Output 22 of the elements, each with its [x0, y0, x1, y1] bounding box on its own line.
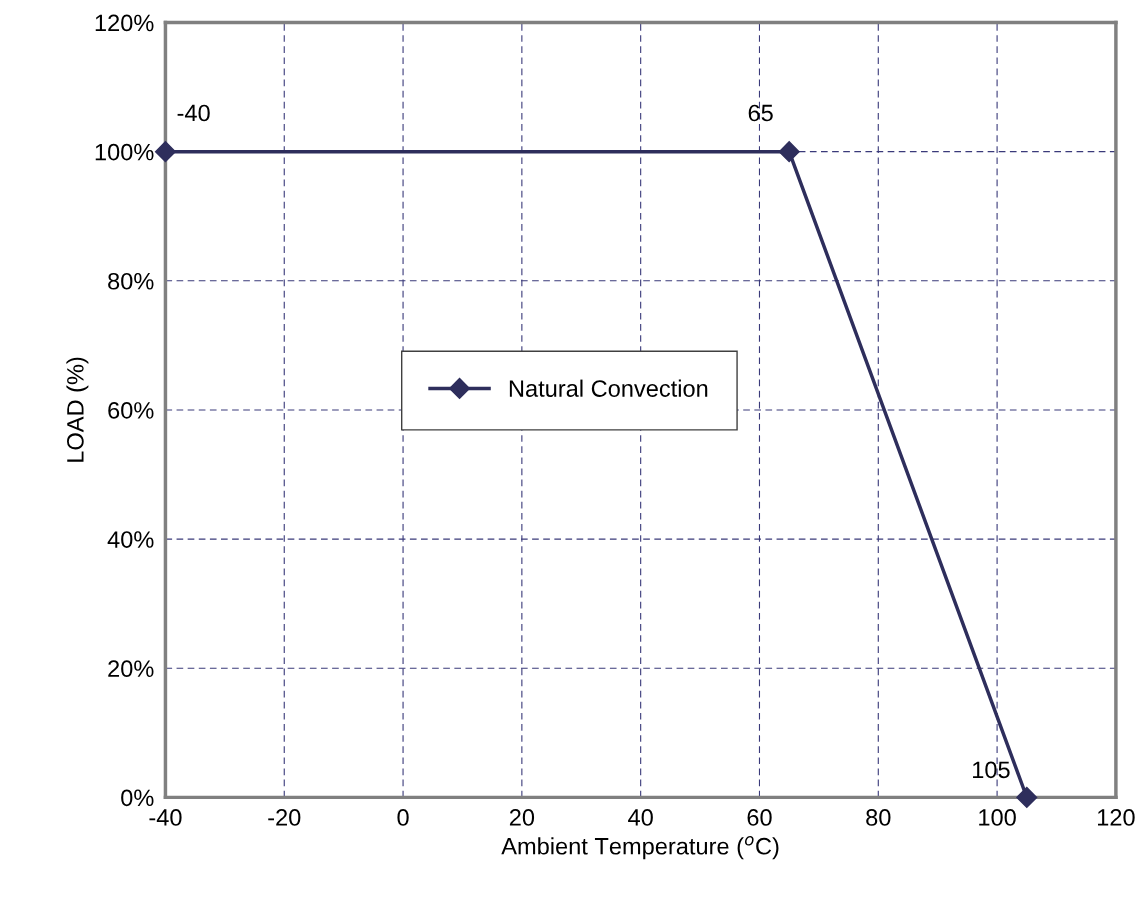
x-tick-label: 0 [397, 809, 409, 826]
x-tick-label: 20 [509, 809, 535, 826]
x-tick-label: -40 [149, 809, 182, 826]
x-axis-title: Ambient Temperature ($^{o}$C) [501, 836, 779, 860]
y-tick-label: 80% [108, 272, 154, 290]
y-tick-label: 100% [95, 143, 154, 161]
y-tick-label: 0% [121, 789, 154, 807]
x-tick-label: 40 [628, 809, 653, 826]
annotation: -40 [177, 104, 210, 122]
y-tick-label: 20% [108, 660, 154, 678]
x-tick-label: -20 [268, 809, 301, 826]
y-tick-label: 60% [108, 402, 154, 419]
x-tick-label: 120 [1098, 809, 1135, 826]
x-tick-label: 80 [866, 809, 891, 826]
legend-label: Natural Convection [509, 379, 708, 397]
y-axis-title: LOAD (%) [66, 357, 89, 462]
y-tick-label: 40% [107, 531, 154, 548]
annotation: 105 [973, 761, 1010, 779]
annotation: 65 [748, 104, 773, 122]
x-tick-label: 100 [979, 809, 1016, 826]
y-tick-label: 120% [95, 14, 154, 32]
x-tick-label: 60 [747, 809, 772, 826]
